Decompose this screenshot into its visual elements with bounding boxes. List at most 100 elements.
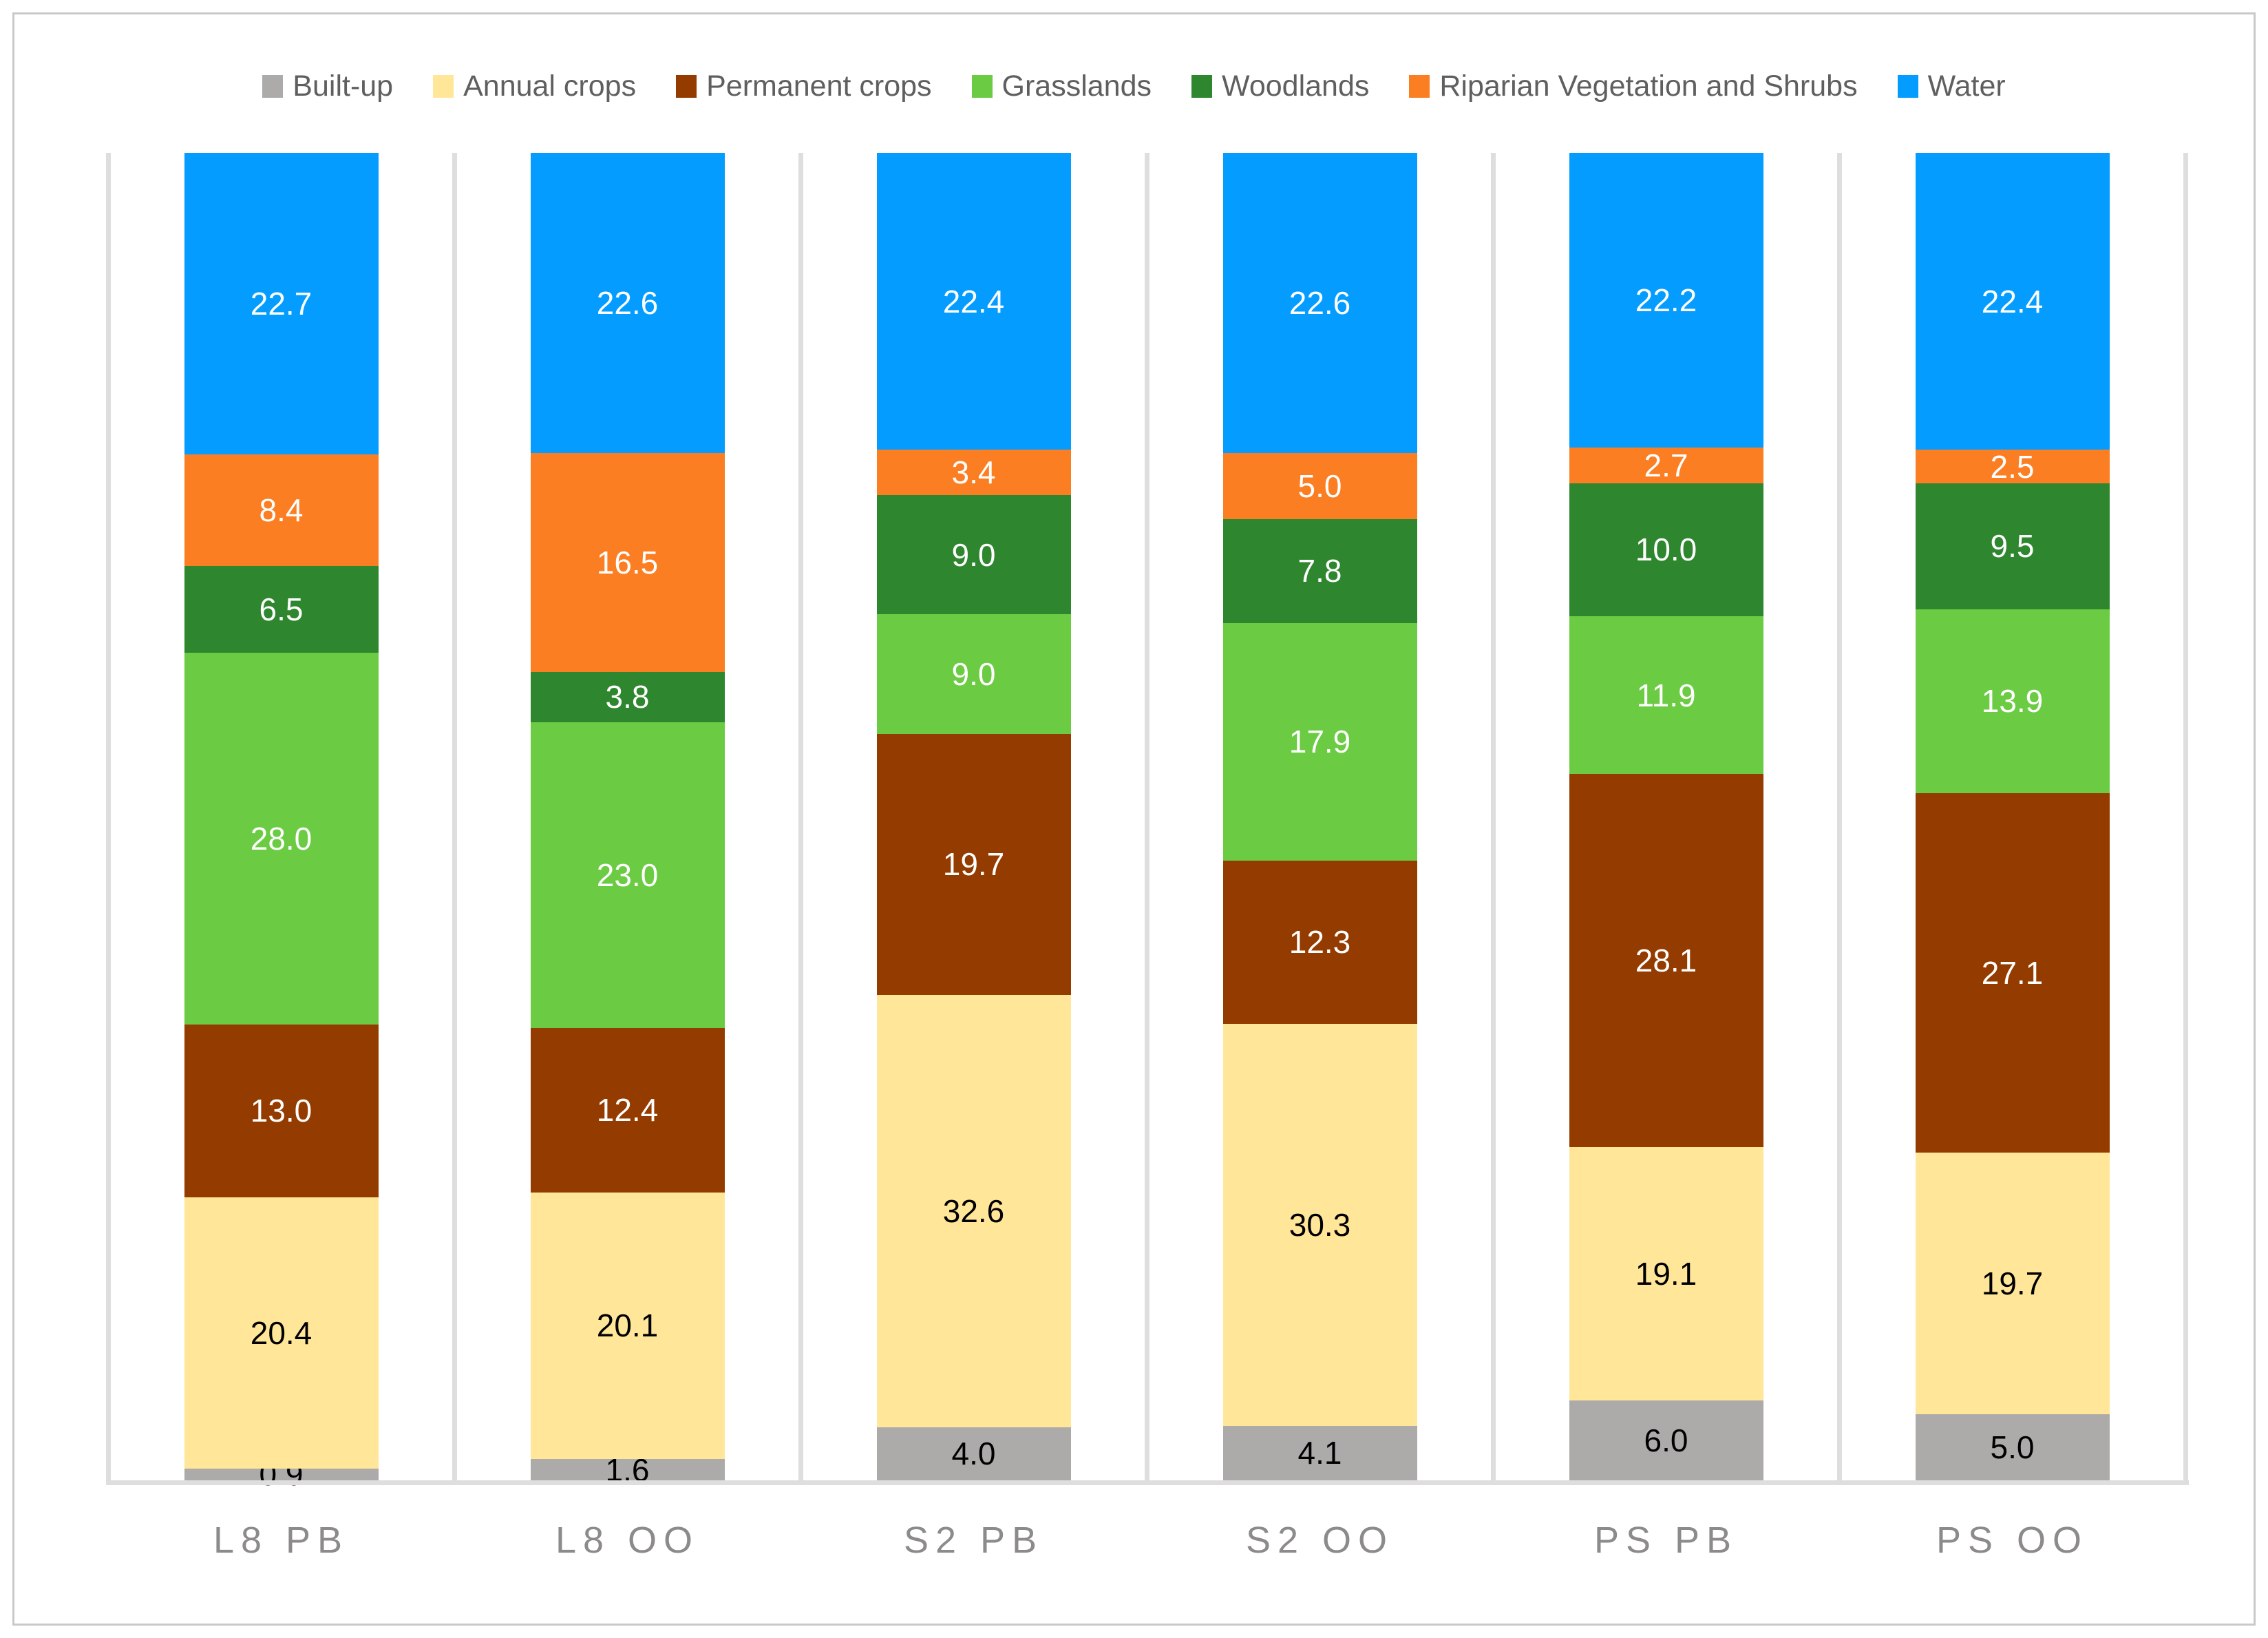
legend-label: Annual crops — [463, 70, 637, 103]
data-label-woodlands-ps-pb: 10.0 — [1635, 532, 1697, 568]
x-axis-label-s2-pb: S2 PB — [903, 1520, 1044, 1561]
data-label-grasslands-ps-pb: 11.9 — [1636, 677, 1696, 713]
bar-segment-riparian-vegetation-and-shrubs-ps-oo: 2.5 — [1915, 448, 2110, 485]
data-label-riparian-vegetation-and-shrubs-s2-oo: 5.0 — [1297, 468, 1342, 504]
built-up-swatch-icon — [262, 75, 284, 98]
data-label-riparian-vegetation-and-shrubs-l8-oo: 16.5 — [596, 544, 659, 580]
legend-label: Permanent crops — [706, 70, 932, 103]
data-label-annual-crops-s2-pb: 32.6 — [942, 1193, 1005, 1229]
bar-segment-permanent-crops-l8-pb: 13.0 — [184, 1025, 379, 1197]
bar-segment-permanent-crops-l8-oo: 12.4 — [530, 1027, 725, 1193]
bar-segment-riparian-vegetation-and-shrubs-ps-pb: 2.7 — [1569, 448, 1763, 484]
bar-segment-woodlands-s2-oo: 7.8 — [1222, 519, 1417, 623]
bar-segment-built-up-l8-pb: 0.9 — [184, 1458, 379, 1490]
x-axis-line — [106, 1480, 2189, 1485]
bar-segment-woodlands-l8-oo: 3.8 — [530, 671, 725, 723]
grasslands-swatch-icon — [971, 75, 993, 98]
data-label-grasslands-s2-oo: 17.9 — [1289, 724, 1351, 760]
data-label-water-l8-oo: 22.6 — [596, 284, 659, 321]
category-gridline — [798, 153, 803, 1480]
category-gridline — [1144, 153, 1149, 1480]
legend-item-annual-crops: Annual crops — [433, 72, 636, 101]
water-swatch-icon — [1897, 75, 1918, 98]
data-label-annual-crops-l8-pb: 20.4 — [250, 1314, 312, 1351]
x-axis-label-s2-oo: S2 OO — [1245, 1520, 1395, 1561]
permanent-crops-swatch-icon — [676, 75, 697, 98]
bar-segment-permanent-crops-ps-oo: 27.1 — [1915, 793, 2110, 1153]
woodlands-swatch-icon — [1191, 75, 1213, 98]
category-gridline — [1490, 153, 1496, 1480]
bar-segment-grasslands-s2-oo: 17.9 — [1222, 622, 1417, 861]
data-label-built-up-ps-pb: 6.0 — [1644, 1422, 1688, 1459]
bar-segment-riparian-vegetation-and-shrubs-l8-oo: 16.5 — [530, 452, 725, 672]
bar-segment-riparian-vegetation-and-shrubs-s2-pb: 3.4 — [876, 450, 1071, 495]
bar-segment-built-up-ps-oo: 5.0 — [1915, 1414, 2110, 1480]
bar-segment-grasslands-ps-oo: 13.9 — [1915, 609, 2110, 794]
legend-label: Water — [1927, 70, 2006, 103]
legend-item-grasslands: Grasslands — [971, 70, 1152, 103]
bar-segment-water-s2-pb: 22.4 — [876, 153, 1071, 450]
legend-label: Built-up — [293, 70, 394, 103]
x-axis-label-l8-oo: L8 OO — [555, 1520, 700, 1561]
bar-segment-water-l8-pb: 22.7 — [184, 153, 379, 455]
data-label-woodlands-s2-oo: 7.8 — [1297, 553, 1342, 589]
bar-segment-riparian-vegetation-and-shrubs-l8-pb: 8.4 — [184, 454, 379, 567]
bar-segment-annual-crops-s2-oo: 30.3 — [1222, 1023, 1417, 1426]
data-label-woodlands-l8-oo: 3.8 — [605, 679, 650, 715]
data-label-permanent-crops-s2-oo: 12.3 — [1289, 924, 1351, 960]
data-label-grasslands-l8-pb: 28.0 — [250, 820, 312, 857]
data-label-built-up-s2-pb: 4.0 — [951, 1436, 996, 1472]
category-gridline — [2183, 153, 2188, 1480]
bar-segment-annual-crops-l8-oo: 20.1 — [530, 1192, 725, 1460]
legend-item-permanent-crops: Permanent crops — [676, 70, 932, 103]
bar-segment-water-ps-oo: 22.4 — [1915, 153, 2110, 450]
data-label-permanent-crops-ps-pb: 28.1 — [1635, 943, 1697, 979]
bar-segment-permanent-crops-s2-oo: 12.3 — [1222, 860, 1417, 1024]
bar-segment-woodlands-ps-pb: 10.0 — [1569, 483, 1763, 616]
bar-segment-annual-crops-ps-pb: 19.1 — [1569, 1147, 1763, 1401]
data-label-permanent-crops-l8-oo: 12.4 — [596, 1092, 659, 1128]
bar-segment-annual-crops-l8-pb: 20.4 — [184, 1197, 379, 1469]
data-label-water-s2-oo: 22.6 — [1289, 284, 1351, 321]
data-label-permanent-crops-l8-pb: 13.0 — [250, 1093, 312, 1129]
data-label-permanent-crops-s2-pb: 19.7 — [942, 846, 1005, 883]
bar-segment-built-up-l8-oo: 1.6 — [530, 1454, 725, 1486]
category-gridline — [1836, 153, 1842, 1480]
legend-label: Grasslands — [1001, 70, 1152, 103]
data-label-riparian-vegetation-and-shrubs-ps-pb: 2.7 — [1644, 448, 1688, 484]
bar-segment-annual-crops-s2-pb: 32.6 — [876, 995, 1071, 1427]
data-label-annual-crops-s2-oo: 30.3 — [1289, 1206, 1351, 1243]
bar-segment-built-up-ps-pb: 6.0 — [1569, 1400, 1763, 1480]
bar-segment-annual-crops-ps-oo: 19.7 — [1915, 1153, 2110, 1414]
data-label-built-up-s2-oo: 4.1 — [1297, 1435, 1342, 1471]
data-label-riparian-vegetation-and-shrubs-l8-pb: 8.4 — [259, 492, 304, 529]
riparian-vegetation-and-shrubs-swatch-icon — [1409, 75, 1430, 98]
bar-segment-water-ps-pb: 22.2 — [1569, 153, 1763, 448]
data-label-grasslands-s2-pb: 9.0 — [951, 655, 996, 692]
category-gridline — [105, 153, 111, 1480]
data-label-permanent-crops-ps-oo: 27.1 — [1981, 955, 2044, 991]
bar-segment-woodlands-s2-pb: 9.0 — [876, 494, 1071, 615]
data-label-water-ps-pb: 22.2 — [1635, 282, 1697, 318]
chart-outer-border — [12, 12, 2256, 1626]
bar-segment-permanent-crops-s2-pb: 19.7 — [876, 733, 1071, 996]
data-label-riparian-vegetation-and-shrubs-ps-oo: 2.5 — [1990, 448, 2035, 485]
x-axis-label-ps-oo: PS OO — [1936, 1520, 2089, 1561]
data-label-water-ps-oo: 22.4 — [1981, 283, 2044, 319]
x-axis-label-l8-pb: L8 PB — [213, 1520, 350, 1561]
bar-segment-woodlands-ps-oo: 9.5 — [1915, 483, 2110, 609]
data-label-built-up-ps-oo: 5.0 — [1990, 1429, 2035, 1465]
legend-item-built-up: Built-up — [262, 72, 393, 101]
data-label-grasslands-ps-oo: 13.9 — [1981, 683, 2044, 720]
data-label-built-up-l8-oo: 1.6 — [605, 1451, 650, 1488]
data-label-woodlands-s2-pb: 9.0 — [951, 536, 996, 573]
data-label-woodlands-ps-oo: 9.5 — [1990, 528, 2035, 565]
bar-segment-permanent-crops-ps-pb: 28.1 — [1569, 774, 1763, 1148]
data-label-water-s2-pb: 22.4 — [942, 283, 1005, 319]
annual-crops-swatch-icon — [433, 75, 454, 98]
legend-label: Woodlands — [1222, 70, 1370, 103]
x-axis-label-ps-pb: PS PB — [1593, 1520, 1739, 1561]
legend-item-riparian-vegetation-and-shrubs: Riparian Vegetation and Shrubs — [1409, 72, 1858, 101]
bar-segment-grasslands-ps-pb: 11.9 — [1569, 616, 1763, 775]
